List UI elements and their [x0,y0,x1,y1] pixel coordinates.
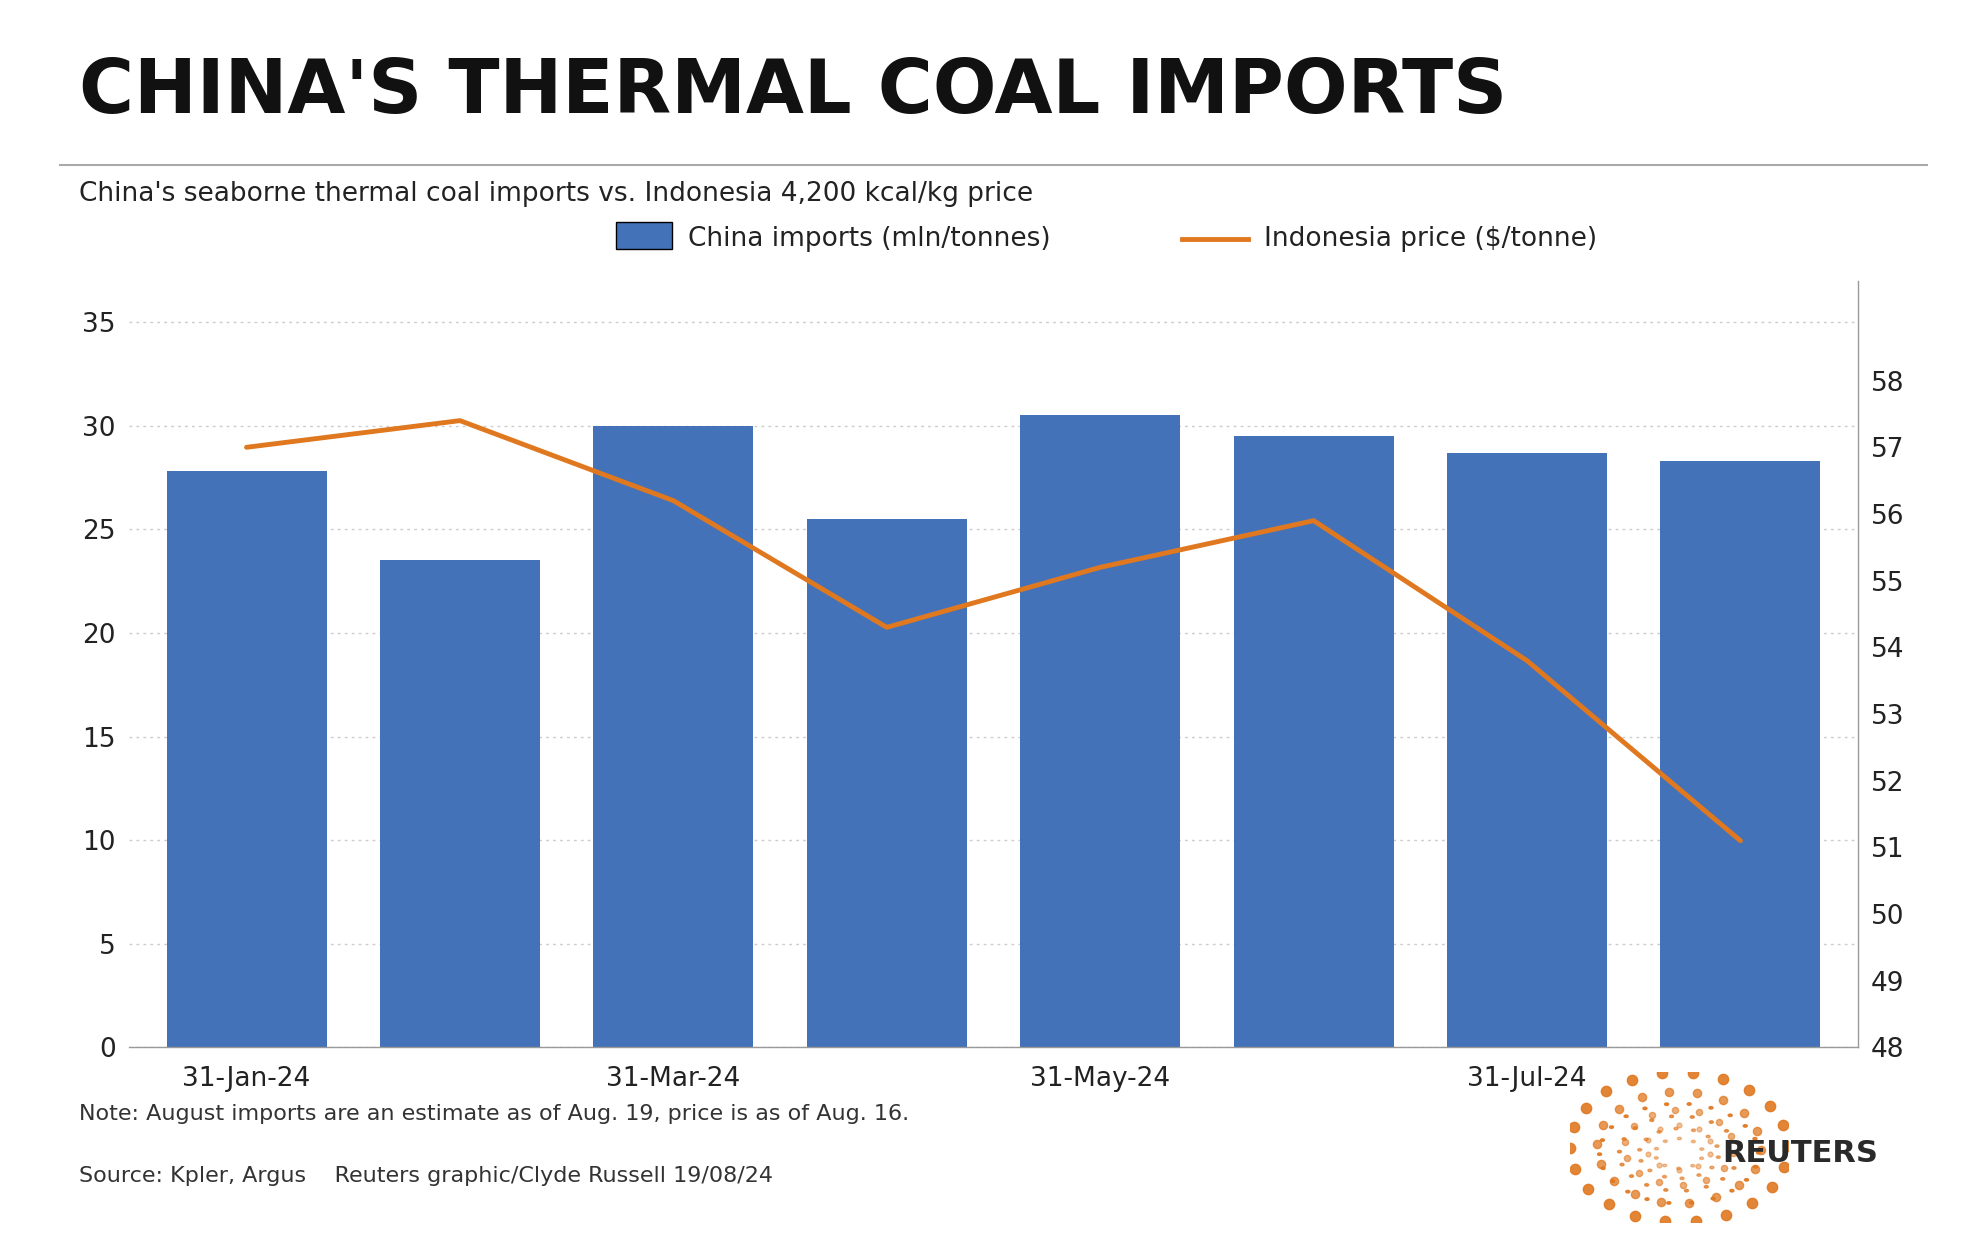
Bar [594,425,753,1047]
Text: China imports (mln/tonnes): China imports (mln/tonnes) [688,227,1049,252]
Point [1631,1143,1663,1163]
Point [1717,1142,1749,1162]
Point [1623,1162,1655,1182]
Point [1707,1090,1739,1110]
Point [1772,1136,1804,1156]
Point [1582,1135,1613,1155]
Point [1741,1121,1772,1141]
Point [1691,1170,1723,1190]
Point [1707,1069,1739,1089]
Point [1645,1064,1677,1084]
Point [1739,1158,1770,1178]
Point [1643,1119,1675,1139]
Point [1677,1062,1709,1082]
Point [1663,1160,1695,1180]
Point [1617,1116,1649,1136]
Point [1755,1096,1786,1116]
Point [1615,1070,1647,1090]
Point [1653,1081,1685,1101]
Point [1695,1145,1727,1165]
Point [1768,1157,1800,1177]
Point [1683,1156,1715,1176]
Point [1681,1082,1713,1102]
Point [1711,1205,1743,1225]
Point [1663,1115,1695,1135]
Point [1619,1206,1651,1226]
Point [1673,1193,1705,1213]
Text: REUTERS: REUTERS [1723,1139,1878,1168]
Point [1590,1081,1621,1101]
Point [1709,1158,1741,1178]
Point [1631,1130,1663,1150]
Point [1733,1080,1764,1100]
Point [1695,1131,1727,1151]
Bar [380,560,540,1047]
Point [1683,1120,1715,1140]
Text: China's seaborne thermal coal imports vs. Indonesia 4,200 kcal/kg price: China's seaborne thermal coal imports vs… [79,181,1033,207]
Point [1598,1171,1629,1191]
Text: Note: August imports are an estimate as of Aug. 19, price is as of Aug. 16.: Note: August imports are an estimate as … [79,1104,910,1124]
Point [1649,1212,1681,1232]
Point [1737,1193,1768,1213]
Point [1611,1148,1643,1168]
Point [1683,1102,1715,1122]
Point [1667,1175,1699,1195]
Point [1609,1132,1641,1152]
Point [1703,1112,1735,1132]
Point [1715,1126,1747,1146]
Point [1572,1178,1604,1198]
Bar [167,471,326,1047]
Point [1558,1160,1590,1180]
Text: CHINA'S THERMAL COAL IMPORTS: CHINA'S THERMAL COAL IMPORTS [79,56,1508,130]
Point [1625,1087,1657,1107]
Text: Indonesia price ($/tonne): Indonesia price ($/tonne) [1264,227,1598,252]
Point [1619,1185,1651,1205]
Bar [1447,453,1607,1047]
Point [1729,1104,1760,1124]
Point [1681,1211,1713,1231]
Point [1643,1155,1675,1175]
Bar [1019,415,1180,1047]
Point [1768,1115,1800,1135]
Text: Source: Kpler, Argus    Reuters graphic/Clyde Russell 19/08/24: Source: Kpler, Argus Reuters graphic/Cly… [79,1166,773,1186]
Point [1604,1099,1635,1119]
Point [1645,1192,1677,1212]
Point [1701,1187,1733,1207]
Point [1635,1105,1667,1125]
Point [1594,1195,1625,1215]
Point [1643,1172,1675,1192]
Bar [807,519,968,1047]
Point [1723,1176,1755,1196]
Point [1757,1177,1788,1197]
Bar [1234,436,1393,1047]
Point [1745,1140,1776,1160]
Point [1588,1116,1619,1136]
Bar [1661,461,1820,1047]
Point [1586,1153,1617,1173]
Point [1558,1117,1590,1137]
Point [1554,1139,1586,1158]
Point [1659,1100,1691,1120]
Point [1570,1097,1602,1117]
